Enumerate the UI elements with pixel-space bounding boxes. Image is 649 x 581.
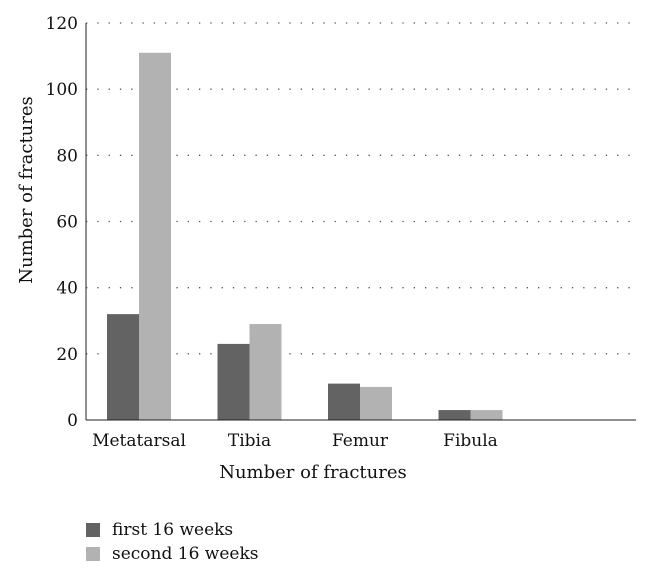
bar-tibia-series-2 bbox=[249, 324, 282, 420]
y-tick-label: 20 bbox=[56, 345, 78, 365]
y-axis-label: Number of fractures bbox=[16, 96, 37, 284]
bar-fibula-series-2 bbox=[470, 410, 503, 420]
x-tick-label: Metatarsal bbox=[92, 431, 186, 451]
bar-femur-series-1 bbox=[328, 383, 360, 420]
bar-fibula-series-1 bbox=[438, 410, 471, 420]
y-tick-label: 80 bbox=[56, 146, 78, 166]
bar-metatarsal-series-2 bbox=[139, 52, 171, 421]
bar-chart: 0 20 40 60 80 100 120 Metatarsal Tibia Femur Fibu… bbox=[16, 14, 636, 483]
y-tick-label: 60 bbox=[56, 213, 78, 233]
x-tick-labels: Metatarsal Tibia Femur Fibula bbox=[92, 431, 498, 451]
x-tick-label: Femur bbox=[332, 431, 389, 451]
bar-metatarsal-series-1 bbox=[107, 314, 139, 420]
bars bbox=[107, 52, 503, 421]
y-tick-label: 120 bbox=[46, 14, 78, 34]
x-tick-label: Fibula bbox=[443, 431, 498, 451]
legend: first 16 weeks second 16 weeks bbox=[86, 518, 259, 566]
x-tick-label: Tibia bbox=[228, 431, 271, 451]
legend-item-second: second 16 weeks bbox=[86, 542, 259, 566]
bar-femur-series-2 bbox=[360, 386, 392, 420]
y-tick-labels: 0 20 40 60 80 100 120 bbox=[46, 14, 78, 431]
legend-swatch-second bbox=[86, 547, 100, 561]
bar-tibia-series-1 bbox=[217, 343, 250, 420]
legend-label-first: first 16 weeks bbox=[112, 520, 234, 540]
legend-swatch-first bbox=[86, 523, 100, 537]
y-tick-label: 100 bbox=[46, 80, 78, 100]
y-tick-label: 40 bbox=[56, 279, 78, 299]
x-axis-label: Number of fractures bbox=[219, 462, 407, 483]
y-tick-label: 0 bbox=[67, 411, 78, 431]
grid-lines bbox=[86, 22, 636, 355]
legend-item-first: first 16 weeks bbox=[86, 518, 259, 542]
legend-label-second: second 16 weeks bbox=[112, 544, 259, 564]
